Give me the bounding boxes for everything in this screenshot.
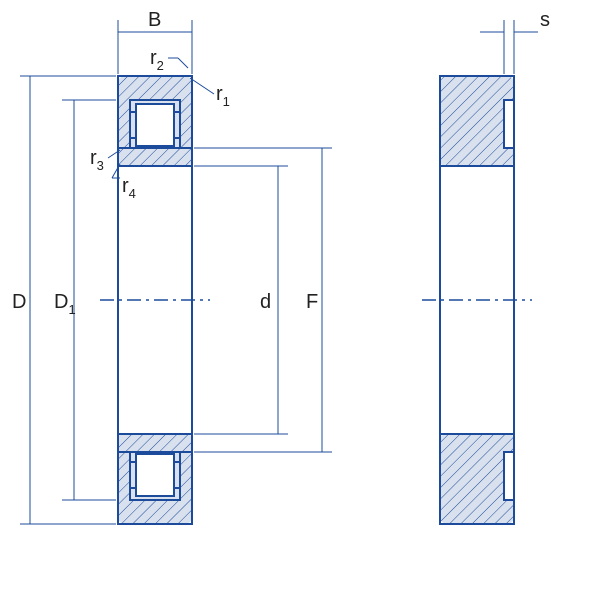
right-outer-bottom xyxy=(440,434,514,524)
inner-race-bottom xyxy=(118,434,192,452)
right-outer-top xyxy=(440,76,514,166)
roller-bottom xyxy=(136,454,174,496)
label-F: F xyxy=(306,291,318,313)
bearing-diagram: B s D D1 d F r1 r2 r3 r4 xyxy=(0,0,600,600)
label-s: s xyxy=(540,9,550,31)
label-D: D xyxy=(12,291,26,313)
label-B: B xyxy=(148,9,161,31)
roller-top xyxy=(136,104,174,146)
inner-race-top xyxy=(118,148,192,166)
label-d: d xyxy=(260,291,271,313)
